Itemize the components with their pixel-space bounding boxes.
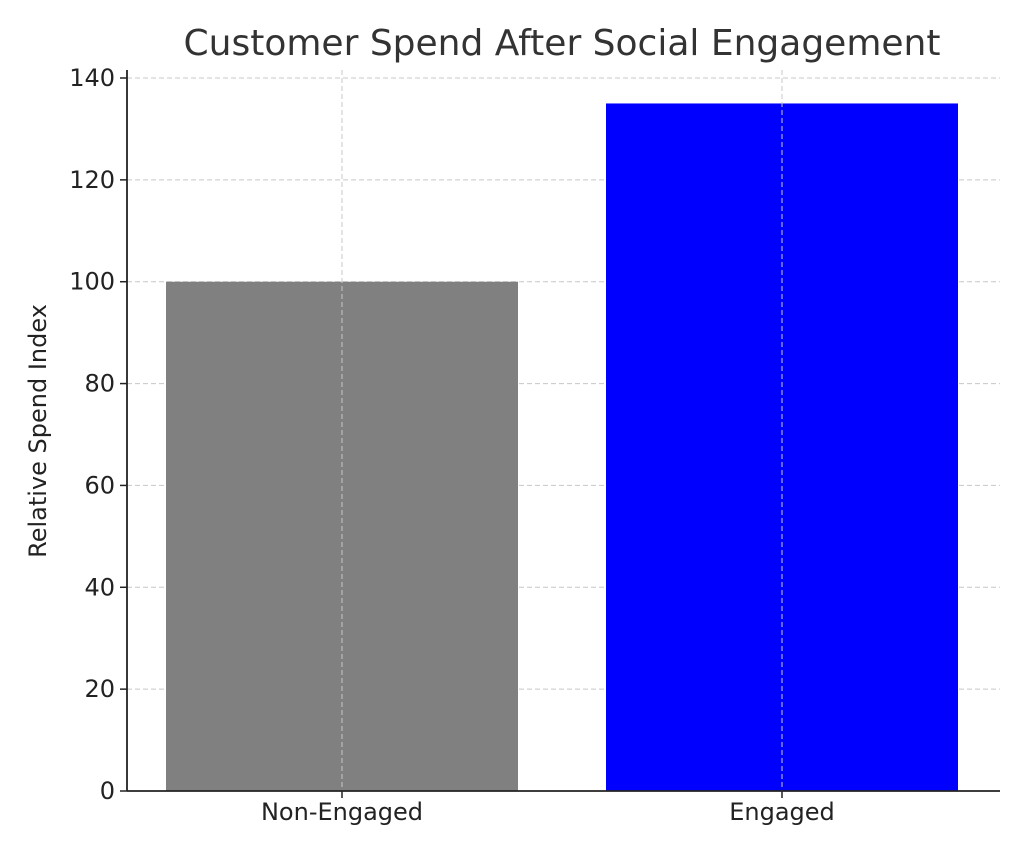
y-tick-label: 80	[84, 370, 115, 398]
axes	[126, 70, 1000, 792]
y-ticks: 0 20 40 60 80 100 120 140	[69, 64, 127, 805]
chart-title: Customer Spend After Social Engagement	[184, 23, 941, 64]
bars	[166, 70, 958, 791]
x-tick-label: Engaged	[729, 798, 835, 826]
y-axis-label: Relative Spend Index	[24, 304, 52, 558]
x-tick-label: Non-Engaged	[261, 798, 423, 826]
y-tick-label: 100	[69, 268, 115, 296]
y-tick-label: 40	[84, 573, 115, 601]
y-tick-label: 140	[69, 64, 115, 92]
y-tick-label: 0	[100, 777, 115, 805]
y-tick-label: 60	[84, 471, 115, 499]
y-tick-label: 20	[84, 675, 115, 703]
y-tick-label: 120	[69, 166, 115, 194]
x-ticks: Non-Engaged Engaged	[261, 791, 835, 826]
